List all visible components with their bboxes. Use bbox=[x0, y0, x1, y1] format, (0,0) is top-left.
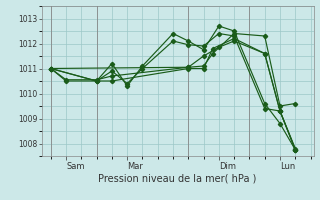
X-axis label: Pression niveau de la mer( hPa ): Pression niveau de la mer( hPa ) bbox=[99, 173, 257, 183]
